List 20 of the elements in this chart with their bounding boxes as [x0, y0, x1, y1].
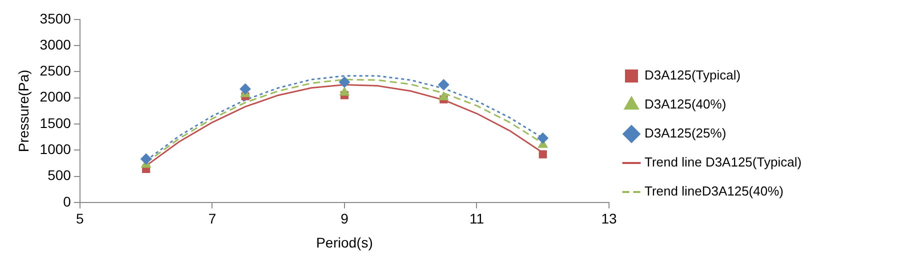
y-tick-label: 3000	[40, 36, 72, 52]
legend-label: D3A125(Typical)	[644, 68, 741, 83]
legend-label: D3A125(40%)	[644, 96, 726, 112]
x-tick-label: 9	[340, 210, 349, 227]
x-tick-label: 5	[76, 210, 84, 227]
y-tick-label: 1000	[40, 140, 72, 157]
y-tick-label: 0	[63, 193, 72, 210]
y-tick-label: 2500	[40, 62, 72, 79]
legend-label: D3A125(25%)	[644, 126, 726, 141]
x-tick-label: 7	[208, 210, 216, 227]
legend-label: Trend lineD3A125(40%)	[644, 184, 784, 199]
x-tick-label: 13	[601, 210, 617, 227]
x-axis-title: Period(s)	[316, 234, 373, 250]
x-tick-label: 11	[469, 210, 484, 227]
y-tick-label: 500	[48, 167, 72, 184]
y-tick-label: 2000	[40, 88, 72, 105]
legend-label: Trend line D3A125(Typical)	[644, 154, 802, 170]
y-axis-title: Pressure(Pa)	[15, 70, 32, 152]
y-tick-label: 1500	[40, 114, 72, 131]
y-tick-label: 3500	[40, 10, 72, 26]
